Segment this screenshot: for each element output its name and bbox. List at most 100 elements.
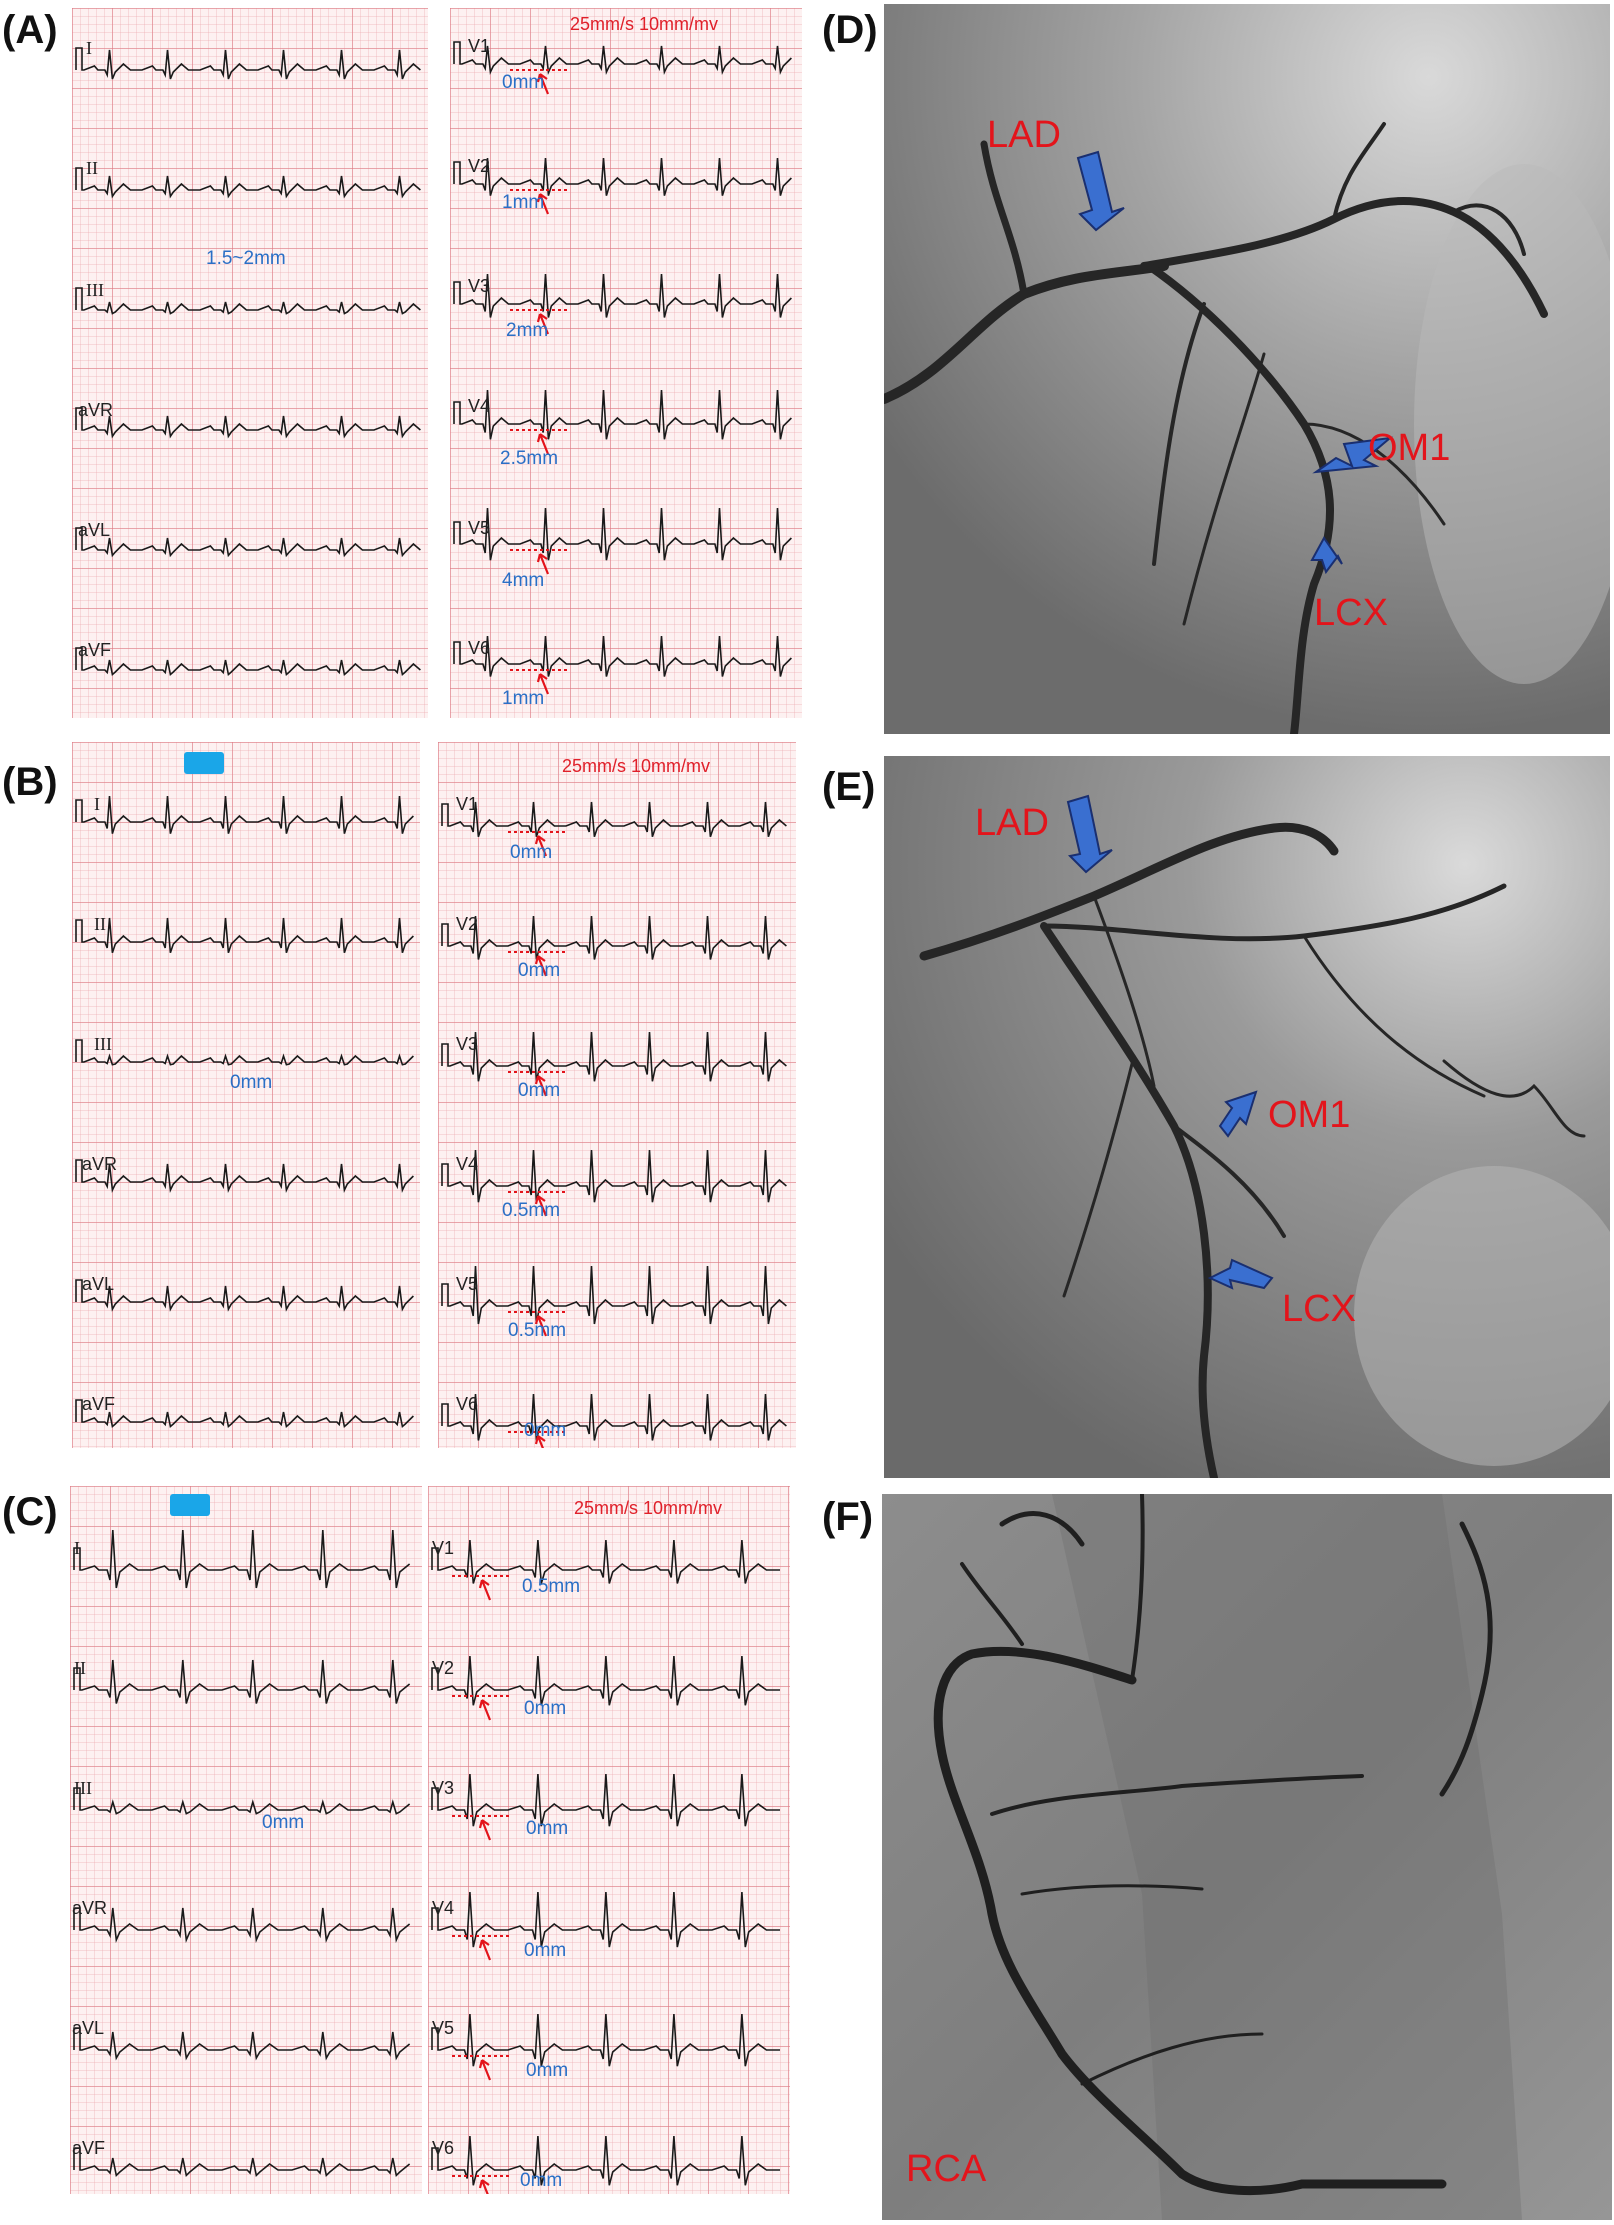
ecg-a-limb-leads: I II III aVR aVL aVF 1.5~2mm [72,8,428,718]
measurement-v3: 0mm [518,1080,561,1101]
lead-label-v6: V6 [456,1394,479,1414]
lead-label-avl: aVL [82,1274,115,1294]
ecg-trace [431,2135,780,2186]
ecg-trace [75,1039,414,1066]
ecg-trace [73,1659,411,1704]
ecg-trace [441,801,787,838]
angiogram-f-image [882,1494,1612,2220]
ecg-trace [453,507,792,561]
panel-letter-d: (D) [822,8,878,52]
lead-label-v3: V3 [456,1034,479,1054]
lead-label-v2: V2 [432,1658,455,1678]
measurement-v3: 0mm [526,1818,569,1839]
ecg-trace [431,1655,780,1706]
panel-letter-c: (C) [2,1490,58,1534]
ecg-trace [441,1031,787,1082]
lead-label-v6: V6 [468,638,491,658]
angiogram-d-image [884,4,1610,734]
st-arrow-icon [534,1315,548,1337]
st-arrow-icon [534,955,548,977]
label-lcx: LCX [1282,1288,1356,1330]
label-lad: LAD [987,114,1061,156]
st-arrow-icon [478,1819,492,1841]
measurement-v3: 2mm [506,320,549,341]
angiogram-d: LAD OM1 LCX [884,4,1610,734]
lead-label-avf: aVF [72,2138,106,2158]
angiogram-e-image [884,756,1610,1478]
ecg-trace [431,1891,780,1948]
lead-label-ii: II [86,158,98,178]
ecg-trace [75,287,421,315]
lead-label-v1: V1 [456,794,479,814]
st-arrow-icon [478,1579,492,1601]
measurement-v2: 0mm [518,960,561,981]
paper-speed: 25mm/s 10mm/mv [570,14,719,34]
st-arrow-icon [478,2059,492,2081]
ecg-b-chest-leads: 25mm/s 10mm/mv V1 V2 V3 V4 V5 V6 0mm 0mm… [438,742,796,1448]
ecg-trace [73,1529,411,1589]
label-lad: LAD [975,802,1049,844]
ecg-trace [75,407,421,439]
monitor-icon [170,1494,210,1516]
panel-letter-b: (B) [2,760,58,804]
ecg-trace [73,1907,411,1943]
measurement-v5: 0mm [526,2060,569,2081]
measurement-iii: 0mm [262,1812,305,1833]
measurement-v2: 1mm [502,192,545,213]
label-lcx: LCX [1314,592,1388,634]
ecg-trace [431,1773,780,1827]
measurement-v4: 0mm [524,1940,567,1961]
angiogram-f: RCA [882,1494,1612,2220]
ecg-trace [441,1393,787,1441]
st-arrow-icon [534,1195,548,1217]
lead-label-v1: V1 [432,1538,455,1558]
measurement-v2: 0mm [524,1698,567,1719]
ecg-trace [75,527,421,558]
st-arrow-icon [536,433,550,455]
ecg-b-limb-leads: I II III aVR aVL aVF 0mm [72,742,420,1448]
label-om1: OM1 [1268,1094,1351,1136]
ecg-trace [75,1399,414,1429]
st-arrow-icon [536,193,550,215]
lead-label-ii: II [94,914,106,934]
arrow-lad-icon [1066,794,1113,874]
label-om1: OM1 [1368,427,1451,469]
label-rca: RCA [906,2148,987,2190]
measurement-v6: 0mm [520,2170,563,2191]
monitor-icon [184,752,224,774]
st-arrow-icon [536,73,550,95]
ecg-trace [75,647,421,677]
arrow-lcx-icon [1207,1258,1274,1290]
ecg-trace [453,41,792,75]
st-arrow-icon [478,1699,492,1721]
panel-letter-f: (F) [822,1495,874,1539]
lead-label-avl: aVL [72,2018,105,2038]
lead-label-iii: III [74,1778,92,1798]
st-arrow-icon [478,1939,492,1961]
lead-label-avl: aVL [78,520,111,540]
ecg-trace [431,2013,780,2067]
lead-label-v5: V5 [456,1274,479,1294]
ecg-trace [75,1279,414,1312]
measurement-iii: 0mm [230,1072,273,1093]
ecg-b-chest-traces [441,801,787,1448]
st-arrow-icon [534,1075,548,1097]
ecg-trace [75,167,421,199]
arrow-lcx-icon [1310,536,1343,575]
measurement-v5: 4mm [502,570,545,591]
measurement-v4: 2.5mm [500,448,559,469]
ecg-trace [453,635,792,677]
arrow-om1-icon [1312,436,1394,474]
ecg-trace [441,1265,787,1325]
st-arrow-icon [478,2179,490,2194]
lead-label-v4: V4 [432,1898,455,1918]
ecg-c-chest-traces [431,1539,780,2194]
measurement-v6: 0mm [524,1420,567,1441]
lead-label-iii: III [86,280,104,300]
lead-label-i: I [86,38,92,58]
panel-letter-e: (E) [822,765,876,809]
ecg-trace [431,1539,780,1584]
lead-label-v3: V3 [432,1778,455,1798]
ecg-trace [73,1787,411,1815]
lead-label-v5: V5 [432,2018,455,2038]
